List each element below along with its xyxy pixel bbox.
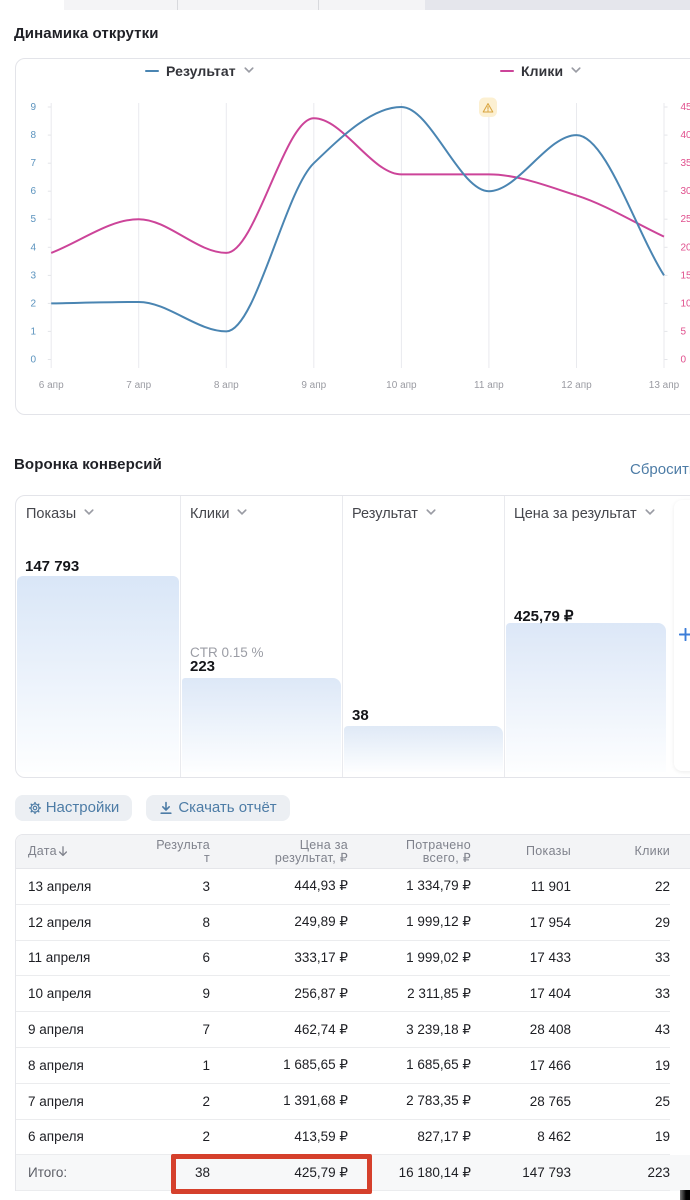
svg-text:2: 2 — [30, 298, 36, 309]
svg-text:5: 5 — [681, 326, 687, 337]
svg-text:25: 25 — [681, 214, 690, 225]
svg-text:0: 0 — [30, 355, 36, 366]
svg-text:13 апр: 13 апр — [649, 380, 680, 391]
svg-text:6 апр: 6 апр — [39, 380, 64, 391]
svg-text:15: 15 — [681, 270, 690, 281]
svg-text:30: 30 — [681, 186, 690, 197]
svg-text:3: 3 — [30, 270, 36, 281]
svg-text:0: 0 — [681, 355, 687, 366]
svg-text:9 апр: 9 апр — [301, 380, 326, 391]
svg-text:12 апр: 12 апр — [561, 380, 592, 391]
svg-text:8: 8 — [30, 130, 36, 141]
svg-text:7: 7 — [30, 158, 36, 169]
svg-text:10: 10 — [681, 298, 690, 309]
svg-text:11 апр: 11 апр — [474, 380, 504, 391]
svg-text:6: 6 — [30, 186, 36, 197]
svg-text:10 апр: 10 апр — [386, 380, 417, 391]
svg-text:20: 20 — [681, 242, 690, 253]
svg-text:45: 45 — [681, 102, 690, 113]
svg-text:1: 1 — [30, 326, 36, 337]
svg-text:40: 40 — [681, 130, 690, 141]
svg-text:9: 9 — [30, 102, 36, 113]
svg-text:5: 5 — [30, 214, 36, 225]
svg-text:35: 35 — [681, 158, 690, 169]
svg-text:7 апр: 7 апр — [126, 380, 151, 391]
svg-text:4: 4 — [30, 242, 36, 253]
svg-text:8 апр: 8 апр — [214, 380, 239, 391]
